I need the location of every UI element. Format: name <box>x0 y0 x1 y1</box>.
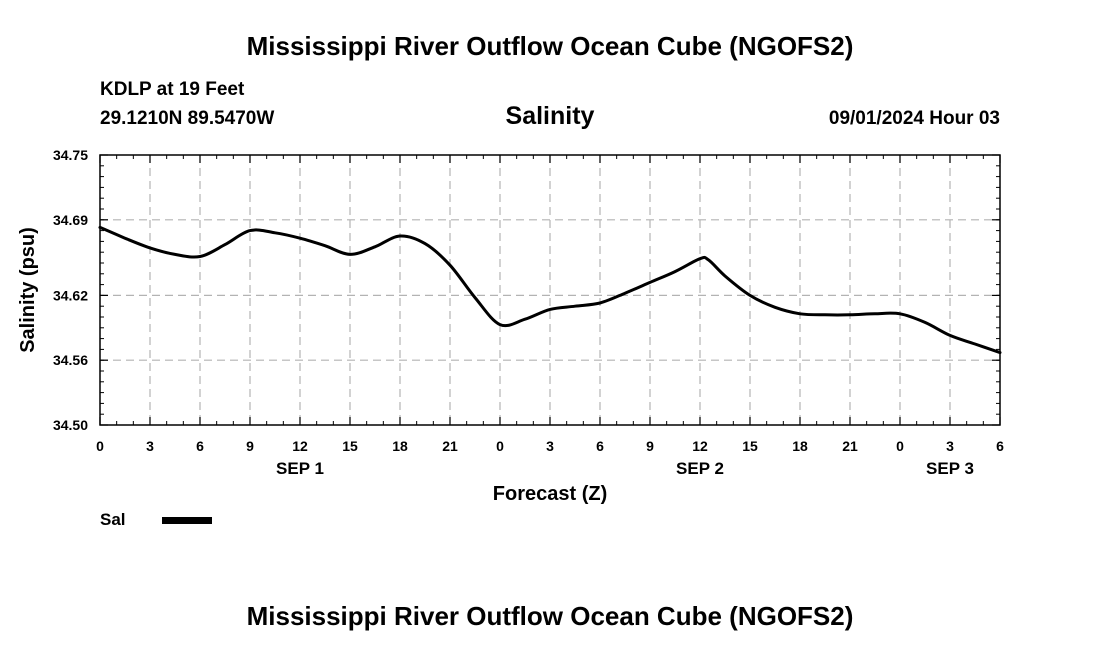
station-label: KDLP at 19 Feet <box>100 79 245 100</box>
footer-title: Mississippi River Outflow Ocean Cube (NG… <box>247 601 854 631</box>
x-tick-label: 18 <box>392 438 408 454</box>
y-tick-label: 34.75 <box>53 147 88 163</box>
legend-swatch <box>162 517 212 524</box>
y-tick-label: 34.69 <box>53 212 88 228</box>
x-tick-label: 0 <box>896 438 904 454</box>
x-tick-label: 3 <box>946 438 954 454</box>
x-tick-label: 3 <box>146 438 154 454</box>
x-tick-label: 15 <box>342 438 358 454</box>
x-tick-label: 0 <box>496 438 504 454</box>
x-tick-label: 6 <box>596 438 604 454</box>
x-tick-label: 6 <box>996 438 1004 454</box>
day-label: SEP 1 <box>276 459 324 478</box>
legend-label: Sal <box>100 510 126 529</box>
series-layer <box>98 225 1002 355</box>
axis-labels: 0 3 6 9 12 15 18 21 0 3 6 9 12 15 18 21 0 3 6 SEP 1 SEP 2 SEP… <box>53 147 1004 478</box>
x-tick-label: 9 <box>246 438 254 454</box>
day-label: SEP 2 <box>676 459 724 478</box>
x-tick-label: 12 <box>692 438 708 454</box>
y-tick-label: 34.56 <box>53 352 88 368</box>
day-label: SEP 3 <box>926 459 974 478</box>
plot-frame <box>99 154 1001 426</box>
x-tick-label: 9 <box>646 438 654 454</box>
y-axis-title: Salinity (psu) <box>17 227 39 353</box>
x-tick-label: 21 <box>442 438 458 454</box>
x-tick-label: 15 <box>742 438 758 454</box>
grid <box>100 155 1000 425</box>
x-axis-title: Forecast (Z) <box>493 483 607 505</box>
chart-subtitle: Salinity <box>506 102 595 130</box>
series-line-sal <box>98 225 1002 355</box>
y-tick-label: 34.50 <box>53 417 88 433</box>
y-tick-label: 34.62 <box>53 287 88 303</box>
forecast-datetime: 09/01/2024 Hour 03 <box>829 108 1000 129</box>
x-tick-label: 6 <box>196 438 204 454</box>
x-tick-label: 21 <box>842 438 858 454</box>
chart-title: Mississippi River Outflow Ocean Cube (NG… <box>247 31 854 61</box>
x-tick-label: 0 <box>96 438 104 454</box>
x-tick-label: 3 <box>546 438 554 454</box>
x-tick-label: 12 <box>292 438 308 454</box>
x-tick-label: 18 <box>792 438 808 454</box>
station-coords: 29.1210N 89.5470W <box>100 108 274 129</box>
